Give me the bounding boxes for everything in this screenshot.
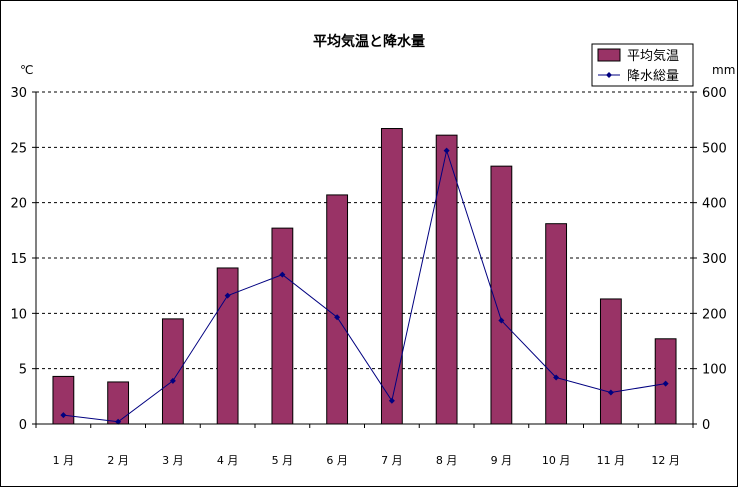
left-tick-label: 10 <box>10 307 27 322</box>
precipitation-point <box>607 389 614 396</box>
right-tick-label: 400 <box>702 197 727 212</box>
legend: 平均気温 降水総量 <box>591 43 694 87</box>
left-axis-unit: ℃ <box>20 63 33 77</box>
precipitation-point <box>334 314 341 321</box>
temperature-bar <box>545 223 568 425</box>
precipitation-point <box>443 147 450 154</box>
temperature-bar <box>435 134 458 425</box>
temperature-bar <box>380 128 403 425</box>
category-label: 10 月 <box>542 454 571 467</box>
category-label: 4 月 <box>217 454 239 467</box>
line-series <box>60 147 669 425</box>
precipitation-point <box>662 380 669 387</box>
precipitation-point <box>498 317 505 324</box>
precipitation-point <box>279 271 286 278</box>
legend-bar-label: 平均気温 <box>627 48 679 64</box>
temperature-bar <box>161 318 184 425</box>
category-label: 5 月 <box>272 454 294 467</box>
category-label: 7 月 <box>381 454 403 467</box>
chart-title: 平均気温と降水量 <box>313 33 425 50</box>
axes <box>32 91 697 428</box>
left-tick-label: 5 <box>19 363 27 378</box>
category-label: 12 月 <box>651 454 680 467</box>
temperature-bar <box>216 267 239 425</box>
precipitation-point <box>60 412 67 419</box>
category-label: 8 月 <box>436 454 458 467</box>
legend-line-label: 降水総量 <box>627 69 679 84</box>
left-tick-labels: 0 5 10 15 20 25 30 <box>10 86 27 433</box>
category-label: 6 月 <box>326 454 348 467</box>
right-tick-label: 300 <box>702 252 727 267</box>
precipitation-point <box>553 374 560 381</box>
temperature-bar <box>107 381 130 425</box>
category-label: 1 月 <box>53 454 75 467</box>
precipitation-line <box>63 148 666 423</box>
precipitation-point <box>169 377 176 384</box>
right-axis-unit: mm <box>712 63 735 77</box>
precipitation-point <box>224 292 231 299</box>
right-tick-label: 600 <box>702 86 727 101</box>
gridlines <box>36 91 693 370</box>
precipitation-point <box>115 418 122 425</box>
left-tick-label: 20 <box>10 197 27 212</box>
category-label: 11 月 <box>597 454 626 467</box>
legend-line-marker <box>606 72 612 78</box>
category-labels: 1 月 2 月 3 月 4 月 5 月 6 月 7 月 8 月 9 月 10 月 11 月 12 月 <box>53 454 680 467</box>
legend-bar-swatch <box>597 48 621 62</box>
temperature-bar <box>326 194 349 425</box>
left-tick-label: 15 <box>10 252 27 267</box>
temperature-bar <box>271 227 294 425</box>
category-label: 9 月 <box>491 454 513 467</box>
category-label: 2 月 <box>107 454 129 467</box>
category-label: 3 月 <box>162 454 184 467</box>
left-tick-label: 25 <box>10 141 27 156</box>
right-tick-label: 500 <box>702 141 727 156</box>
temperature-bar <box>599 298 622 425</box>
right-tick-label: 100 <box>702 363 727 378</box>
right-tick-label: 0 <box>702 418 710 433</box>
temperature-bar <box>490 165 513 425</box>
precipitation-point <box>388 397 395 404</box>
bar-series <box>52 128 677 425</box>
right-tick-labels: 0 100 200 300 400 500 600 <box>702 86 727 433</box>
right-tick-label: 200 <box>702 307 727 322</box>
left-tick-label: 30 <box>10 86 27 101</box>
left-tick-label: 0 <box>19 418 27 433</box>
